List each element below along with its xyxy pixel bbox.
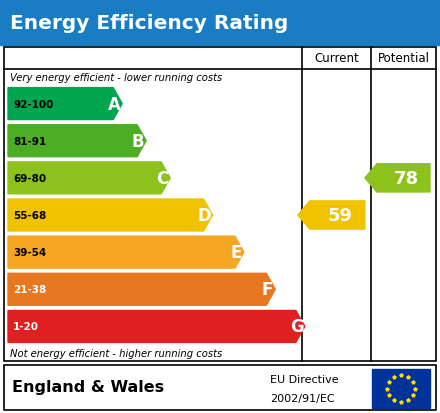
Text: Very energy efficient - lower running costs: Very energy efficient - lower running co… [10,73,222,83]
Text: 92-100: 92-100 [13,100,53,109]
Text: B: B [132,133,144,150]
Bar [4,365,436,410]
Text: 81-91: 81-91 [13,136,46,146]
Text: 69-80: 69-80 [13,173,46,183]
Text: C: C [156,169,168,188]
Text: E: E [230,244,242,261]
Polygon shape [8,274,275,306]
Polygon shape [8,126,146,157]
Text: 1-20: 1-20 [13,322,39,332]
Polygon shape [365,164,430,192]
Text: Not energy efficient - higher running costs: Not energy efficient - higher running co… [10,348,222,358]
Text: A: A [108,95,121,113]
Text: 39-54: 39-54 [13,247,46,258]
Bar [4,48,436,361]
Text: 21-38: 21-38 [13,285,46,294]
Bar [0,0,440,46]
Text: 55-68: 55-68 [13,211,46,221]
Text: Energy Efficiency Rating: Energy Efficiency Rating [10,14,288,33]
Text: F: F [262,280,273,299]
Polygon shape [8,237,244,268]
Text: Current: Current [314,52,359,65]
Bar [372,369,430,408]
Text: England & Wales: England & Wales [12,380,164,394]
Text: G: G [290,318,304,336]
Polygon shape [8,88,122,120]
Text: EU Directive: EU Directive [270,374,339,384]
Text: D: D [198,206,212,224]
Text: 2002/91/EC: 2002/91/EC [270,393,335,403]
Polygon shape [8,199,213,231]
Polygon shape [8,162,170,195]
Bar [4,365,436,410]
Polygon shape [298,202,365,230]
Polygon shape [8,311,305,342]
Text: Potential: Potential [378,52,429,65]
Text: 59: 59 [328,206,353,224]
Text: 78: 78 [394,169,419,188]
